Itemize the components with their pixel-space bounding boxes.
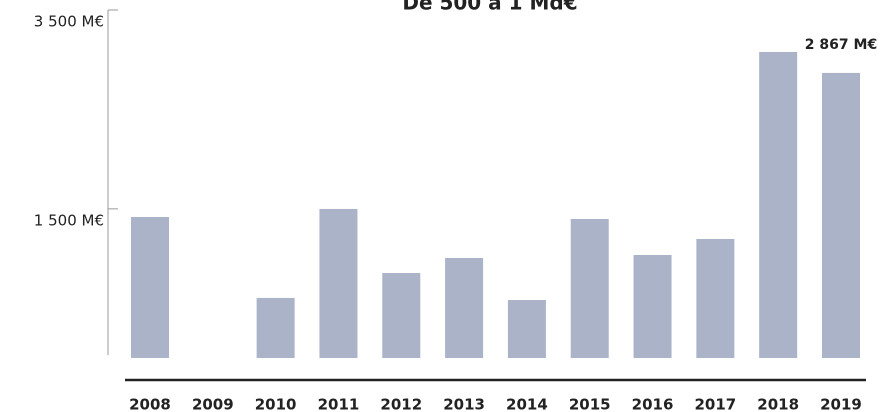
bar — [696, 238, 735, 358]
x-tick-label: 2011 — [318, 396, 360, 412]
chart-title: De 500 à 1 Md€ — [402, 0, 577, 15]
x-tick-label: 2012 — [380, 396, 422, 412]
bar — [256, 297, 295, 358]
bar — [131, 217, 169, 358]
bar — [445, 257, 484, 358]
bar — [633, 254, 672, 358]
x-tick-label: 2016 — [632, 396, 674, 412]
bar — [570, 218, 609, 358]
x-tick-label: 2010 — [255, 396, 297, 412]
x-tick-label: 2015 — [569, 396, 611, 412]
x-tick-label: 2019 — [820, 396, 862, 412]
bar — [759, 51, 798, 358]
value-label: 2 867 M€ — [805, 37, 877, 53]
bar — [507, 300, 546, 358]
y-tick-label: 1 500 M€ — [34, 211, 104, 229]
x-tick-label: 2017 — [694, 396, 736, 412]
y-tick-label: 3 500 M€ — [34, 13, 104, 31]
bar — [319, 208, 358, 358]
x-tick-label: 2013 — [443, 396, 485, 412]
bar — [822, 72, 860, 358]
x-tick-label: 2009 — [192, 396, 234, 412]
x-tick-label: 2008 — [129, 396, 171, 412]
x-tick-label: 2018 — [757, 396, 799, 412]
bar — [382, 272, 421, 358]
x-tick-label: 2014 — [506, 396, 548, 412]
